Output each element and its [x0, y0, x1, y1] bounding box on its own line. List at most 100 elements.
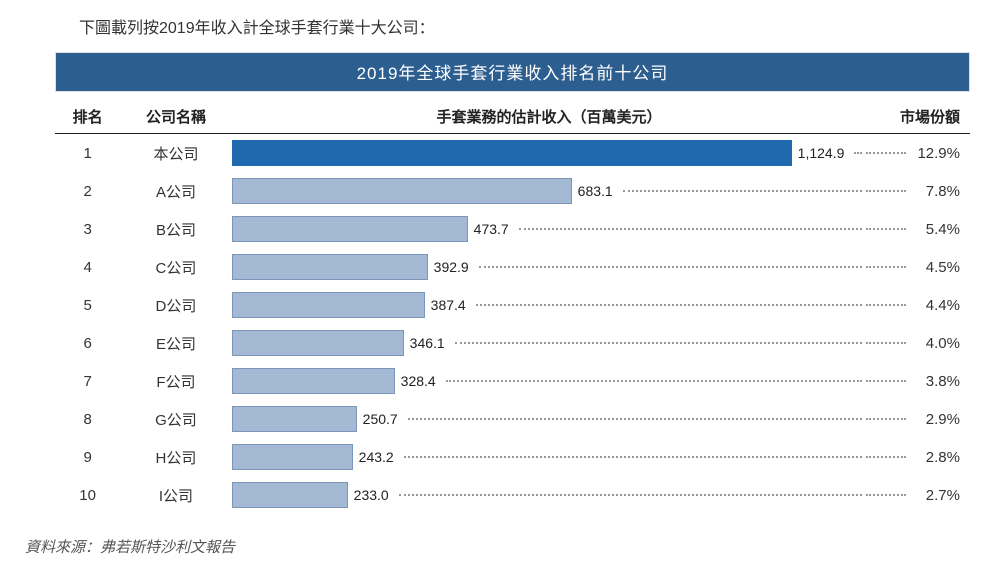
chart-banner-title: 2019年全球手套行業收入排名前十公司 — [55, 52, 970, 92]
share-value: 5.4% — [912, 221, 960, 238]
revenue-bar — [232, 254, 428, 280]
rank-cell: 10 — [55, 476, 120, 514]
share-cell: 4.4% — [866, 286, 970, 324]
revenue-bar-cell: 346.1 — [232, 324, 867, 362]
table-row: 5D公司 387.4 4.4% — [55, 286, 970, 324]
rank-cell: 8 — [55, 400, 120, 438]
leader-dots — [479, 266, 863, 268]
rank-cell: 1 — [55, 134, 120, 173]
leader-dots — [866, 418, 906, 420]
company-cell: E公司 — [120, 324, 231, 362]
rank-cell: 9 — [55, 438, 120, 476]
share-cell: 4.5% — [866, 248, 970, 286]
share-cell: 4.0% — [866, 324, 970, 362]
leader-dots — [519, 228, 863, 230]
revenue-bar — [232, 330, 404, 356]
leader-dots — [866, 304, 906, 306]
share-value: 4.4% — [912, 297, 960, 314]
table-row: 6E公司 346.1 4.0% — [55, 324, 970, 362]
revenue-value: 243.2 — [353, 449, 400, 465]
share-value: 2.8% — [912, 449, 960, 466]
leader-dots — [623, 190, 863, 192]
company-cell: F公司 — [120, 362, 231, 400]
company-cell: H公司 — [120, 438, 231, 476]
leader-dots — [854, 152, 862, 154]
leader-dots — [866, 152, 906, 154]
revenue-bar — [232, 292, 425, 318]
rank-cell: 7 — [55, 362, 120, 400]
company-cell: I公司 — [120, 476, 231, 514]
revenue-bar — [232, 406, 357, 432]
revenue-value: 328.4 — [395, 373, 442, 389]
revenue-bar-cell: 683.1 — [232, 172, 867, 210]
rank-cell: 6 — [55, 324, 120, 362]
table-row: 7F公司 328.4 3.8% — [55, 362, 970, 400]
leader-dots — [408, 418, 863, 420]
revenue-bar — [232, 216, 468, 242]
revenue-bar-cell: 1,124.9 — [232, 134, 867, 173]
rank-cell: 5 — [55, 286, 120, 324]
revenue-bar-cell: 250.7 — [232, 400, 867, 438]
revenue-value: 250.7 — [357, 411, 404, 427]
revenue-bar-cell: 243.2 — [232, 438, 867, 476]
leader-dots — [446, 380, 863, 382]
revenue-bar-cell: 387.4 — [232, 286, 867, 324]
leader-dots — [476, 304, 863, 306]
leader-dots — [866, 190, 906, 192]
company-cell: D公司 — [120, 286, 231, 324]
ranking-table: 排名 公司名稱 手套業務的估計收入（百萬美元） 市場份額 1本公司1,124.9… — [55, 98, 970, 514]
company-cell: C公司 — [120, 248, 231, 286]
revenue-value: 683.1 — [572, 183, 619, 199]
col-header-share: 市場份額 — [866, 98, 970, 134]
company-cell: 本公司 — [120, 134, 231, 173]
share-cell: 7.8% — [866, 172, 970, 210]
share-value: 2.7% — [912, 487, 960, 504]
col-header-rank: 排名 — [55, 98, 120, 134]
revenue-bar — [232, 368, 395, 394]
table-row: 3B公司473.75.4% — [55, 210, 970, 248]
revenue-bar-cell: 328.4 — [232, 362, 867, 400]
revenue-bar — [232, 140, 792, 166]
company-cell: A公司 — [120, 172, 231, 210]
revenue-value: 392.9 — [428, 259, 475, 275]
share-cell: 5.4% — [866, 210, 970, 248]
leader-dots — [866, 494, 906, 496]
share-value: 3.8% — [912, 373, 960, 390]
company-cell: B公司 — [120, 210, 231, 248]
intro-text: 下圖載列按2019年收入計全球手套行業十大公司： — [79, 14, 970, 38]
share-cell: 12.9% — [866, 134, 970, 173]
revenue-value: 233.0 — [348, 487, 395, 503]
share-cell: 3.8% — [866, 362, 970, 400]
share-cell: 2.8% — [866, 438, 970, 476]
rank-cell: 4 — [55, 248, 120, 286]
revenue-bar — [232, 482, 348, 508]
revenue-bar-cell: 233.0 — [232, 476, 867, 514]
share-value: 4.0% — [912, 335, 960, 352]
revenue-bar — [232, 444, 353, 470]
table-row: 2A公司 683.1 7.8% — [55, 172, 970, 210]
revenue-value: 346.1 — [404, 335, 451, 351]
share-value: 12.9% — [912, 145, 960, 162]
share-cell: 2.7% — [866, 476, 970, 514]
revenue-bar — [232, 178, 572, 204]
leader-dots — [866, 228, 906, 230]
share-value: 4.5% — [912, 259, 960, 276]
leader-dots — [399, 494, 863, 496]
table-row: 8G公司 250.7 2.9% — [55, 400, 970, 438]
leader-dots — [455, 342, 863, 344]
revenue-bar-cell: 392.9 — [232, 248, 867, 286]
leader-dots — [866, 342, 906, 344]
table-row: 10I公司 233.0 2.7% — [55, 476, 970, 514]
leader-dots — [866, 456, 906, 458]
share-value: 2.9% — [912, 411, 960, 428]
company-cell: G公司 — [120, 400, 231, 438]
leader-dots — [404, 456, 863, 458]
rank-cell: 2 — [55, 172, 120, 210]
share-value: 7.8% — [912, 183, 960, 200]
col-header-company: 公司名稱 — [120, 98, 231, 134]
revenue-value: 387.4 — [425, 297, 472, 313]
leader-dots — [866, 266, 906, 268]
table-row: 9H公司 243.2 2.8% — [55, 438, 970, 476]
table-row: 4C公司 392.9 4.5% — [55, 248, 970, 286]
share-cell: 2.9% — [866, 400, 970, 438]
